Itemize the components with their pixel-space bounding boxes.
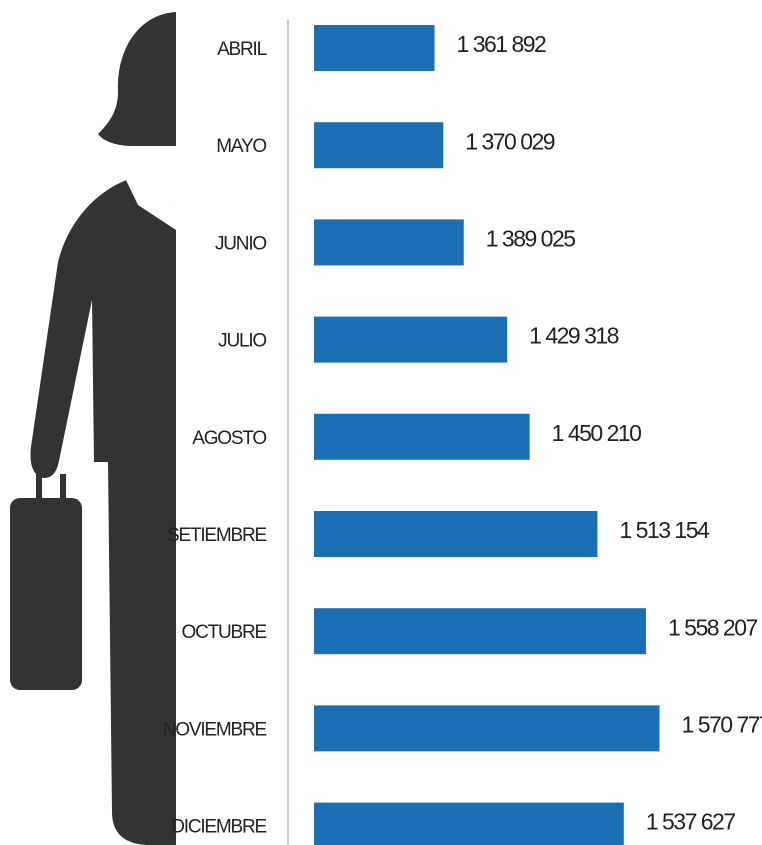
value-label: 1 537 627 [646, 809, 736, 835]
bar [314, 705, 660, 752]
category-label: JUNIO [215, 233, 266, 254]
bar [314, 122, 444, 169]
bar [314, 219, 464, 266]
bar [314, 802, 624, 845]
category-label: AGOSTO [192, 428, 266, 449]
value-label: 1 570 777 [682, 711, 762, 737]
category-label: NOVIEMBRE [163, 719, 267, 740]
category-label: DICIEMBRE [171, 817, 266, 838]
category-label: ABRIL [217, 39, 267, 60]
bar [314, 511, 598, 557]
bar [314, 608, 646, 655]
category-label: OCTUBRE [182, 622, 267, 643]
value-label: 1 389 025 [486, 225, 576, 251]
category-label: SETIEMBRE [167, 525, 267, 546]
bar [314, 316, 508, 363]
value-label: 1 361 892 [457, 31, 547, 57]
value-label: 1 370 029 [465, 128, 555, 154]
category-label: MAYO [216, 136, 266, 157]
value-label: 1 513 154 [619, 517, 710, 543]
value-label: 1 558 207 [668, 614, 758, 640]
bar [314, 25, 435, 71]
bar [314, 413, 530, 460]
value-label: 1 429 318 [529, 323, 619, 349]
category-label: JULIO [218, 331, 266, 352]
silhouette [10, 12, 176, 845]
value-label: 1 450 210 [552, 420, 642, 446]
